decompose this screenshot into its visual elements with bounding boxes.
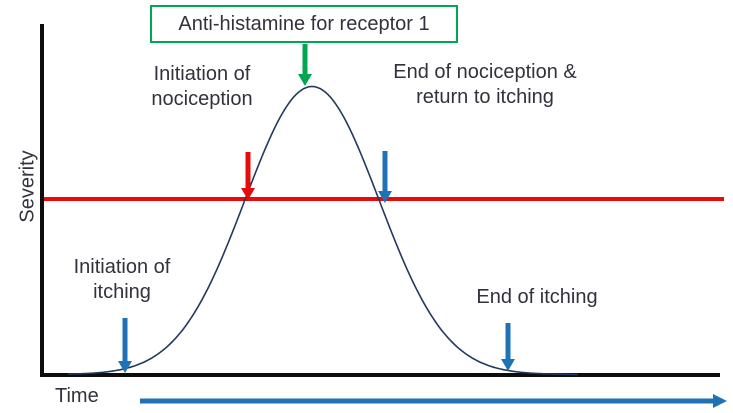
anti-histamine-title-box: Anti-histamine for receptor 1: [150, 5, 458, 43]
y-axis-label: Severity: [16, 150, 39, 223]
annotation-line: Initiation of: [73, 256, 171, 278]
annotation-initiation-of-itching: Initiation of itching: [52, 255, 192, 305]
annotation-end-of-itching: End of itching: [476, 286, 598, 308]
annotation-line: itching: [93, 281, 151, 303]
anti-histamine-title-text: Anti-histamine for receptor 1: [178, 13, 430, 35]
annotation-end-of-nociception: End of nociception & return to itching: [385, 60, 585, 110]
annotation-line: End of nociception &: [393, 61, 577, 83]
arrow-end-of-itching-head: [501, 359, 515, 371]
severity-curve: [68, 85, 578, 376]
arrow-anti-histamine-for-receptor-1-head: [298, 74, 312, 86]
arrow-initiation-of-nociception-head: [241, 188, 255, 200]
annotation-line: Initiation of: [153, 63, 251, 85]
annotation-line: return to itching: [416, 86, 554, 108]
arrow-end-of-nociception-return-to-itching-head: [378, 191, 392, 203]
arrow-initiation-of-itching-head: [118, 361, 132, 373]
time-arrow-head: [713, 394, 727, 408]
annotation-line: nociception: [151, 88, 253, 110]
annotation-initiation-of-nociception: Initiation of nociception: [112, 62, 292, 112]
x-axis-label: Time: [55, 385, 99, 407]
